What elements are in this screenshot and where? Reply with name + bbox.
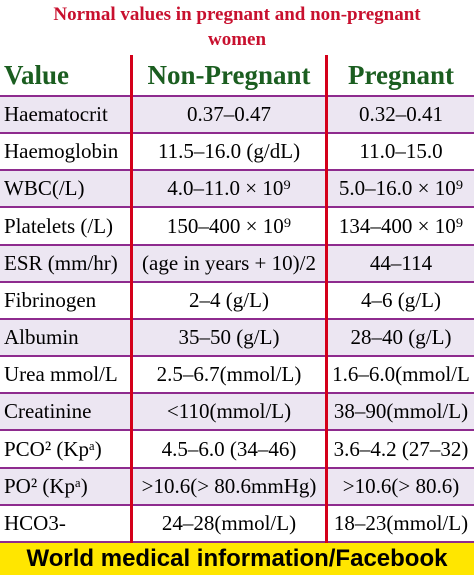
table-cell: 18–23(mmol/L) [333,510,469,535]
table-cell: 28–40 (g/L) [350,325,452,350]
table-cell: Creatinine [4,399,92,424]
table-cell: Haemoglobin [4,139,119,164]
table-cell: 11.0–15.0 [359,139,443,164]
table-cell: 24–28(mmol/L) [161,510,297,535]
table-row: Creatinine <110(mmol/L) 38–90(mmol/L) [0,394,474,432]
table-cell: PCO² (Kpᵃ) [4,436,102,461]
header-row: Value Non-Pregnant Pregnant [0,55,474,97]
table-cell: Fibrinogen [4,287,97,312]
title: Normal values in pregnant and non-pregna… [0,2,474,52]
table-row: Albumin 35–50 (g/L) 28–40 (g/L) [0,320,474,358]
table-row: Fibrinogen 2–4 (g/L) 4–6 (g/L) [0,282,474,320]
table-row: PO² (Kpᵃ) >10.6(> 80.6mmHg) >10.6(> 80.6) [0,468,474,506]
title-line: women [207,29,267,50]
table-cell: 150–400 × 10⁹ [166,213,292,238]
table-cell: 134–400 × 10⁹ [338,213,464,238]
table-cell: 35–50 (g/L) [178,325,280,350]
column-header: Pregnant [348,59,454,90]
table-cell: 2–4 (g/L) [189,287,269,312]
table-cell: 2.5–6.7(mmol/L) [156,362,302,387]
table-cell: 11.5–16.0 (g/dL) [157,139,301,164]
table-cell: HCO3- [4,510,66,535]
table-cell: 4.5–6.0 (34–46) [161,436,297,461]
table-cell: >10.6(> 80.6) [342,473,460,498]
table-cell: 4–6 (g/L) [361,287,441,312]
table-row: WBC(/L) 4.0–11.0 × 10⁹ 5.0–16.0 × 10⁹ [0,171,474,209]
table-cell: Albumin [4,325,79,350]
table-row: Haematocrit 0.37–0.47 0.32–0.41 [0,97,474,135]
table-cell: 0.37–0.47 [187,102,271,127]
table-cell: Haematocrit [4,102,108,127]
table-cell: 3.6–4.2 (27–32) [333,436,469,461]
table-row: Haemoglobin 11.5–16.0 (g/dL) 11.0–15.0 [0,134,474,172]
table-cell: WBC(/L) [4,176,85,201]
column-header: Non-Pregnant [147,59,311,90]
table-row: Platelets (/L) 150–400 × 10⁹ 134–400 × 10⁹ [0,208,474,246]
table-row: Urea mmol/L 2.5–6.7(mmol/L) 1.6–6.0(mmol/L [0,357,474,395]
column-header: Value [4,59,70,90]
table-cell: 5.0–16.0 × 10⁹ [338,176,464,201]
table-row: PCO² (Kpᵃ) 4.5–6.0 (34–46) 3.6–4.2 (27–32) [0,431,474,469]
table-cell: Platelets (/L) [4,213,114,238]
table-cell: Urea mmol/L [4,362,118,387]
column-divider [325,55,328,543]
table-row: ESR (mm/hr) (age in years + 10)/2 44–114 [0,245,474,283]
footer: World medical information/Facebook [0,543,474,575]
table-cell: 38–90(mmol/L) [333,399,469,424]
table-cell: 0.32–0.41 [359,102,443,127]
table-cell: 1.6–6.0(mmol/L [332,362,470,387]
table-cell: 44–114 [369,250,433,275]
title-line: Normal values in pregnant and non-pregna… [53,4,421,25]
table-cell: ESR (mm/hr) [4,250,118,275]
table-cell: 4.0–11.0 × 10⁹ [167,176,291,201]
table-cell: >10.6(> 80.6mmHg) [141,473,317,498]
table-cell: PO² (Kpᵃ) [4,473,88,498]
column-divider [130,55,133,543]
table-cell: (age in years + 10)/2 [142,250,316,275]
table-cell: <110(mmol/L) [166,399,292,424]
table-row: HCO3- 24–28(mmol/L) 18–23(mmol/L) [0,505,474,543]
